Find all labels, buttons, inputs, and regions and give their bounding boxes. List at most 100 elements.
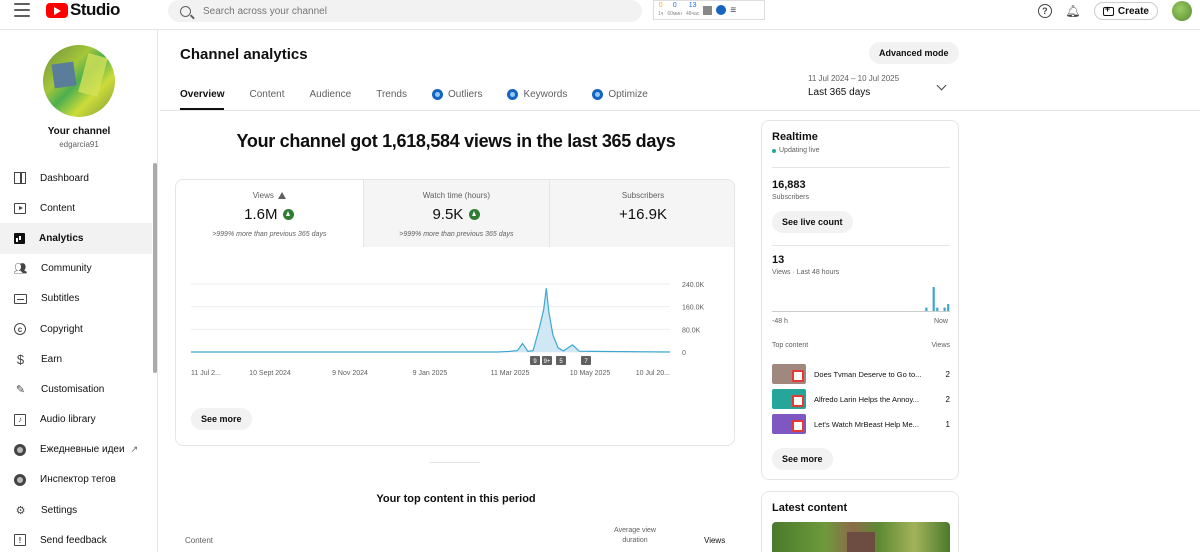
tab-label: Audience xyxy=(309,88,352,100)
tab-trends[interactable]: Trends xyxy=(376,84,407,104)
column-header-views[interactable]: Views xyxy=(704,536,726,545)
video-thumbnail xyxy=(772,364,806,384)
marker-label: 7 xyxy=(584,359,588,365)
sidebar-item-label: Инспектор тегов xyxy=(40,474,116,486)
analytics-icon xyxy=(14,232,25,244)
logo-text: Studio xyxy=(70,0,120,19)
metric-views[interactable]: Views 1.6M >999% more than previous 365 … xyxy=(176,180,363,247)
extension-widget[interactable]: 0 1ч 0 60мин 13 48час ≡ xyxy=(653,0,765,20)
sidebar-item-subtitles[interactable]: Subtitles xyxy=(0,284,152,314)
tab-optimize[interactable]: Optimize xyxy=(592,84,648,104)
account-avatar[interactable] xyxy=(1172,1,1192,21)
realtime-card: Realtime Updating live 16,883 Subscriber… xyxy=(761,120,959,480)
extension-logo-icon xyxy=(592,88,604,100)
sidebar-item-send-feedback[interactable]: ! Send feedback xyxy=(0,525,152,552)
studio-logo[interactable]: Studio xyxy=(46,0,120,20)
sidebar-item-customisation[interactable]: ✎ Customisation xyxy=(0,374,152,404)
date-range-label: Last 365 days xyxy=(808,87,871,98)
ext-chart-icon[interactable] xyxy=(703,5,713,15)
search-bar[interactable] xyxy=(168,0,642,22)
sidebar: Your channel edgarcia91 Dashboard Conten… xyxy=(0,30,158,552)
x-tick-label: 11 Mar 2025 xyxy=(491,370,530,377)
help-icon[interactable]: ? xyxy=(1037,4,1052,18)
tab-content[interactable]: Content xyxy=(249,84,284,104)
realtime-bar[interactable] xyxy=(947,304,950,311)
marker-label: 9+ xyxy=(544,359,551,365)
sidebar-nav: Dashboard Content Analytics 👥︎ Community… xyxy=(0,163,152,552)
realtime-bar[interactable] xyxy=(943,307,946,311)
views-chart[interactable]: 240.0K 160.0K 80.0K 0 11 Jul 2... 10 Sept 202… xyxy=(176,247,734,377)
tab-audience[interactable]: Audience xyxy=(310,84,352,104)
sidebar-item-label: Send feedback xyxy=(40,534,107,546)
sidebar-item-copyright[interactable]: c Copyright xyxy=(0,314,152,344)
see-live-count-button[interactable]: See live count xyxy=(772,211,853,233)
realtime-bar-chart[interactable] xyxy=(772,281,950,313)
metric-label: Watch time (hours) xyxy=(422,191,491,200)
video-published-marker[interactable] xyxy=(581,356,591,365)
sidebar-scrollbar[interactable] xyxy=(153,163,157,373)
realtime-bar[interactable] xyxy=(932,287,935,311)
hamburger-menu-icon[interactable] xyxy=(14,3,30,17)
notifications-bell-icon[interactable]: 🔔︎ xyxy=(1065,4,1081,18)
tabs-divider xyxy=(160,110,1200,111)
realtime-bar[interactable] xyxy=(936,307,939,311)
ext-menu-icon[interactable]: ≡ xyxy=(730,4,737,16)
sidebar-item-settings[interactable]: ⚙ Settings xyxy=(0,495,152,525)
search-input[interactable] xyxy=(203,5,623,17)
metric-watch-time[interactable]: Watch time (hours) 9.5K >999% more than … xyxy=(362,180,550,247)
marker-label: 5 xyxy=(559,359,563,365)
ext-logo-icon[interactable] xyxy=(716,5,727,15)
tag-inspector-icon xyxy=(14,473,26,486)
sidebar-item-label: Analytics xyxy=(39,232,84,244)
tab-overview[interactable]: Overview xyxy=(180,84,225,110)
video-published-marker[interactable] xyxy=(542,356,552,365)
tab-label: Optimize xyxy=(608,88,648,100)
realtime-bar[interactable] xyxy=(925,307,928,311)
subscriber-count: 16,883 xyxy=(772,179,806,191)
sidebar-item-dashboard[interactable]: Dashboard xyxy=(0,163,152,193)
create-button[interactable]: Create xyxy=(1093,2,1158,20)
sidebar-item-content[interactable]: Content xyxy=(0,193,152,223)
divider xyxy=(772,167,950,168)
audio-library-icon: ♪ xyxy=(14,413,26,426)
advanced-mode-button[interactable]: Advanced mode xyxy=(869,42,959,64)
sidebar-item-tag-inspector[interactable]: Инспектор тегов xyxy=(0,465,152,495)
sidebar-item-audio-library[interactable]: ♪ Audio library xyxy=(0,405,152,435)
column-header-content[interactable]: Content xyxy=(185,536,214,545)
latest-video-thumbnail[interactable] xyxy=(772,522,950,552)
date-range-picker[interactable]: 11 Jul 2024 – 10 Jul 2025 Last 365 days xyxy=(808,74,899,98)
create-video-icon xyxy=(1102,4,1114,16)
see-more-button[interactable]: See more xyxy=(191,408,252,430)
video-views: 1 xyxy=(945,419,950,429)
video-views: 2 xyxy=(945,369,950,379)
channel-avatar[interactable] xyxy=(43,45,115,117)
tab-outliers[interactable]: Outliers xyxy=(431,84,482,104)
sidebar-item-ideas[interactable]: Ежедневные идеи ↗ xyxy=(0,435,152,465)
arrow-up-icon xyxy=(469,209,481,220)
sidebar-item-earn[interactable]: $ Earn xyxy=(0,344,152,374)
video-published-marker[interactable] xyxy=(530,356,540,365)
metric-note: >999% more than previous 365 days xyxy=(399,231,514,238)
sidebar-item-label: Copyright xyxy=(40,323,83,335)
realtime-views-count: 13 xyxy=(772,254,785,266)
column-header-avg-duration[interactable]: Average view duration xyxy=(614,527,656,544)
y-tick-label: 80.0K xyxy=(682,327,701,334)
views-headline: Your channel got 1,618,584 views in the … xyxy=(236,131,676,151)
realtime-see-more-button[interactable]: See more xyxy=(772,448,833,470)
earn-icon: $ xyxy=(16,351,25,367)
sidebar-item-community[interactable]: 👥︎ Community xyxy=(0,254,152,284)
metric-note: >999% more than previous 365 days xyxy=(212,231,327,238)
top-content-row[interactable]: Alfredo Larin Helps the Annoy... 2 xyxy=(772,389,950,409)
top-content-row[interactable]: Let's Watch MrBeast Help Me... 1 xyxy=(772,414,950,434)
tab-keywords[interactable]: Keywords xyxy=(507,84,567,104)
sidebar-item-analytics[interactable]: Analytics xyxy=(0,223,152,254)
metric-subscribers[interactable]: Subscribers +16.9K xyxy=(549,180,734,247)
live-dot-icon xyxy=(772,148,776,153)
x-tick-label: 9 Nov 2024 xyxy=(332,370,368,377)
search-icon[interactable] xyxy=(180,5,191,17)
top-content-row[interactable]: Does Tvman Deserve to Go to... 2 xyxy=(772,364,950,384)
analytics-tabs: Overview Content Audience Trends Outlier… xyxy=(180,84,673,110)
subtitles-icon xyxy=(14,293,27,304)
chevron-down-icon[interactable] xyxy=(936,80,947,91)
video-published-marker[interactable] xyxy=(556,356,566,365)
